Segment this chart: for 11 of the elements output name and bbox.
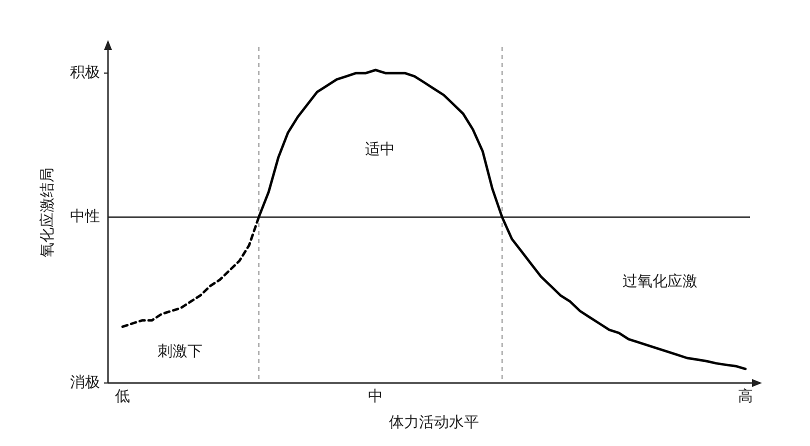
x-axis-title: 体力活动水平	[389, 413, 479, 432]
ref-line-label: 消极	[70, 373, 100, 392]
ref-line-label: 积极	[70, 63, 100, 82]
annotation: 过氧化应激	[622, 272, 698, 290]
x-tick-label: 中	[368, 387, 384, 406]
y-axis-title: 氧化应激结局	[38, 168, 56, 258]
annotation: 适中	[365, 140, 395, 158]
ref-line-label: 中性	[70, 207, 100, 226]
x-tick-label: 高	[738, 387, 753, 406]
x-tick-label: 低	[115, 387, 130, 406]
annotation: 刺激下	[158, 342, 202, 360]
